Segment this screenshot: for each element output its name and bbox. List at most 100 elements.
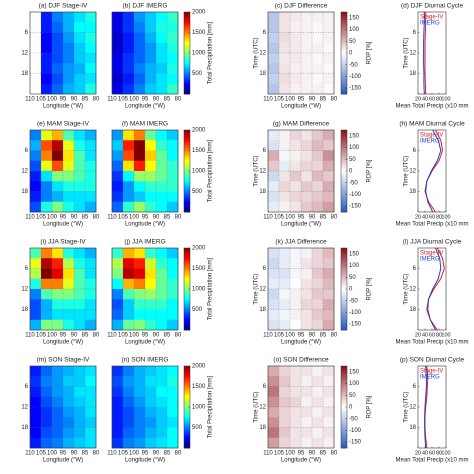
heat-cell [290, 53, 302, 64]
heat-cell [312, 427, 324, 439]
heat-cell [290, 160, 302, 172]
colorbar-swatch [184, 393, 190, 396]
colorbar-swatch [341, 57, 347, 59]
heat-cell [112, 53, 124, 64]
y-tick-label: 6 [263, 30, 267, 36]
legend-entry: Stage-IV [420, 15, 443, 21]
heat-cell [52, 366, 64, 377]
colorbar-swatch [341, 276, 347, 279]
x-tick-label: 90 [153, 333, 160, 339]
colorbar-swatch [184, 434, 190, 437]
x-axis-label: Longitude (°W) [125, 222, 165, 228]
x-axis-label: Longitude (°W) [43, 104, 83, 110]
heat-cell [290, 22, 302, 33]
heat-cell [268, 437, 280, 449]
x-tick-label: 80 [331, 215, 338, 221]
heat-cell [268, 130, 280, 141]
colorbar-swatch [184, 415, 190, 417]
colorbar-swatch [341, 391, 347, 394]
heat-cell [167, 73, 179, 85]
series-line [424, 365, 427, 449]
plot-frame [267, 365, 335, 449]
colorbar-swatch [341, 42, 347, 44]
panel-title: (g) MAM Difference [273, 121, 330, 128]
colorbar-swatch [341, 72, 347, 74]
plot-frame [29, 129, 97, 213]
heat-cell [30, 140, 42, 151]
heat-cell [145, 319, 157, 331]
heat-cell [123, 309, 135, 321]
heat-cell [290, 83, 302, 95]
heat-cell [156, 42, 168, 54]
colorbar-swatch [184, 423, 190, 426]
x-tick-label: 100 [441, 214, 450, 220]
y-tick-label: 6 [263, 384, 267, 390]
colorbar-swatch [184, 48, 190, 51]
heat-cell [301, 63, 313, 74]
colorbar-swatch [341, 271, 347, 273]
colorbar-swatch [184, 33, 190, 36]
y-tick-label: 12 [409, 405, 416, 411]
y-tick-label: 18 [409, 425, 416, 431]
heat-cell [30, 376, 42, 387]
colorbar-swatch [184, 402, 190, 405]
colorbar-swatch [341, 88, 347, 91]
heat-cell [41, 191, 53, 203]
x-axis-label: Longitude (°W) [125, 104, 165, 110]
heat-cell [156, 407, 168, 418]
colorbar-swatch [184, 278, 190, 280]
colorbar-swatch [341, 439, 347, 442]
heat-cell [74, 53, 86, 64]
heat-cell [63, 150, 75, 162]
heat-cell [145, 53, 157, 64]
heat-cell [167, 12, 179, 23]
colorbar-swatch [184, 32, 190, 35]
colorbar-swatch [341, 328, 347, 331]
colorbar-swatch [341, 252, 347, 254]
colorbar-swatch [341, 43, 347, 46]
colorbar-swatch [184, 412, 190, 415]
x-tick-label: 60 [429, 214, 435, 220]
heat-cell [85, 181, 97, 192]
colorbar-tick-label: -100 [349, 428, 362, 434]
colorbar-swatch [341, 299, 347, 302]
colorbar-swatch [184, 290, 190, 293]
heat-cell [112, 366, 124, 377]
panel-title: (h) MAM Diurnal Cycle [399, 121, 465, 128]
colorbar-swatch [184, 407, 190, 409]
colorbar-swatch [341, 442, 347, 445]
heat-cell [167, 140, 179, 151]
heat-cell [85, 22, 97, 33]
heat-cell [52, 22, 64, 33]
x-tick-label: 105 [118, 451, 129, 457]
x-tick-label: 85 [320, 215, 327, 221]
heat-cell [268, 376, 280, 387]
heat-cell [312, 201, 324, 213]
heat-cell [279, 289, 291, 300]
heat-cell [301, 248, 313, 259]
colorbar-swatch [184, 256, 190, 258]
colorbar-swatch [184, 297, 190, 299]
colorbar-swatch [341, 401, 347, 404]
colorbar-swatch [184, 68, 190, 70]
heat-cell [134, 22, 146, 33]
heat-cell [134, 150, 146, 162]
colorbar-swatch [184, 366, 190, 368]
heat-cell [290, 32, 302, 44]
heat-cell [134, 258, 146, 269]
y-tick-label: 18 [259, 307, 266, 313]
heat-cell [63, 140, 75, 151]
colorbar-swatch [341, 179, 347, 181]
x-tick-label: 60 [429, 96, 435, 102]
x-tick-label: 85 [82, 451, 89, 457]
heat-cell [85, 437, 97, 449]
colorbar-swatch [341, 132, 347, 135]
heat-cell [85, 130, 97, 141]
colorbar-swatch [184, 386, 190, 389]
y-tick-label: 6 [25, 266, 29, 272]
colorbar-swatch [341, 422, 347, 424]
heat-cell [74, 309, 86, 321]
x-tick-label: 110 [25, 97, 35, 103]
heat-cell [301, 268, 313, 280]
colorbar-swatch [184, 25, 190, 28]
